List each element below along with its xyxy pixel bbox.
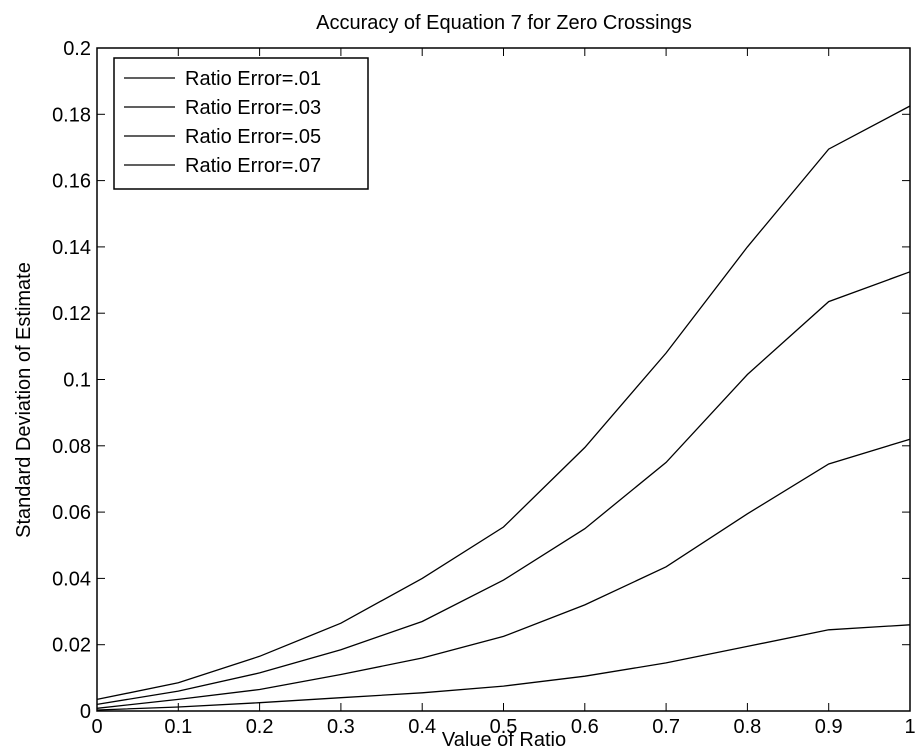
y-tick-label: 0.14 [52, 237, 91, 259]
y-tick-label: 0 [80, 701, 91, 723]
chart-title: Accuracy of Equation 7 for Zero Crossing… [316, 12, 692, 34]
legend-label-1: Ratio Error=.01 [185, 68, 321, 90]
x-tick-label: 0.7 [652, 716, 680, 738]
legend-label-4: Ratio Error=.07 [185, 155, 321, 177]
y-tick-label: 0.12 [52, 303, 91, 325]
x-tick-label: 0.4 [408, 716, 436, 738]
series-line-3 [96, 271, 911, 706]
legend-label-3: Ratio Error=.05 [185, 126, 321, 148]
series-lines [96, 105, 911, 711]
x-tick-label: 1 [904, 716, 915, 738]
x-tick-label: 0.8 [733, 716, 761, 738]
x-tick-label: 0.2 [246, 716, 274, 738]
y-tick-label: 0.16 [52, 171, 91, 193]
y-tick-label: 0.02 [52, 635, 91, 657]
legend-box [113, 57, 369, 190]
y-tick-label: 0.18 [52, 104, 91, 126]
y-tick-label: 0.06 [52, 502, 91, 524]
x-axis-label: Value of Ratio [442, 729, 566, 751]
legend-entries: Ratio Error=.01 Ratio Error=.03 Ratio Erro… [124, 68, 321, 177]
x-tick-label: 0.6 [571, 716, 599, 738]
x-tick-label: 0 [91, 716, 102, 738]
x-tick-label: 0.3 [327, 716, 355, 738]
x-tick-label: 0.1 [164, 716, 192, 738]
legend-label-2: Ratio Error=.03 [185, 97, 321, 119]
y-tick-label: 0.2 [63, 38, 91, 60]
y-tick-label: 0.08 [52, 436, 91, 458]
series-line-4 [96, 105, 911, 701]
y-axis-label: Standard Deviation of Estimate [13, 262, 35, 538]
y-tick-label: 0.04 [52, 568, 91, 590]
axis-ticks: 0 0.1 0.2 0.3 0.4 0.5 0.6 0.7 0.8 0.9 1 0 0.02 0.04 0.… [52, 38, 915, 738]
x-tick-label: 0.5 [490, 716, 518, 738]
series-line-2 [96, 438, 911, 709]
legend: Ratio Error=.01 Ratio Error=.03 Ratio Erro… [113, 57, 369, 190]
x-tick-label: 0.9 [815, 716, 843, 738]
series-line-1 [96, 624, 911, 711]
y-tick-label: 0.1 [63, 370, 91, 392]
